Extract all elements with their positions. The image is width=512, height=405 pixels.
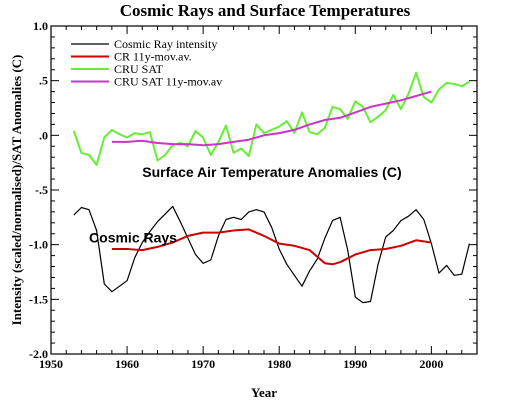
x-tick-label: 1950 [39,357,63,371]
x-tick-label: 1980 [267,357,291,371]
axis-ticks [50,25,477,355]
legend-label-cosmic-ray-intensity: Cosmic Ray intensity [114,37,217,51]
y-tick-label: -.5 [35,183,48,197]
annotations: Surface Air Temperature Anomalies (C) Cos… [89,164,402,246]
x-tick-label: 2000 [419,357,443,371]
series-line-cr-11y-mov-av [111,228,432,266]
legend-label-cr-11y-mov-av: CR 11y-mov.av. [114,50,192,64]
annotation-cosmic-rays: Cosmic Rays [89,229,177,245]
x-tick-label: 1970 [191,357,215,371]
y-tick-label: .0 [39,128,48,142]
y-axis-title: Intensity (scaled/normalised)/SAT Anomal… [9,55,24,326]
legend-label-cru-sat: CRU SAT [114,62,164,76]
legend-label-cru-sat-11y-mov-av: CRU SAT 11y-mov.av [114,75,222,89]
axis-tick-labels: 1950 1960 1970 1980 1990 2000 -2.0 -1.5 -1.0 -.5.… [29,19,443,371]
x-axis-title: Year [251,385,277,400]
x-tick-label: 1960 [115,357,139,371]
y-tick-label: -1.0 [29,238,48,252]
annotation-temperature: Surface Air Temperature Anomalies (C) [142,164,401,180]
y-tick-label: -2.0 [29,347,48,361]
y-tick-label: 1.0 [33,19,48,33]
series-lines [72,72,470,304]
series-line-cru-sat [72,72,470,166]
x-tick-label: 1990 [343,357,367,371]
y-tick-label: -1.5 [29,292,48,306]
chart-title: Cosmic Rays and Surface Temperatures [120,1,411,20]
series-line-cosmic-ray-intensity [73,205,470,304]
y-tick-label: .5 [39,74,48,88]
series-line-cru-sat-11y-mov-av [111,90,432,147]
